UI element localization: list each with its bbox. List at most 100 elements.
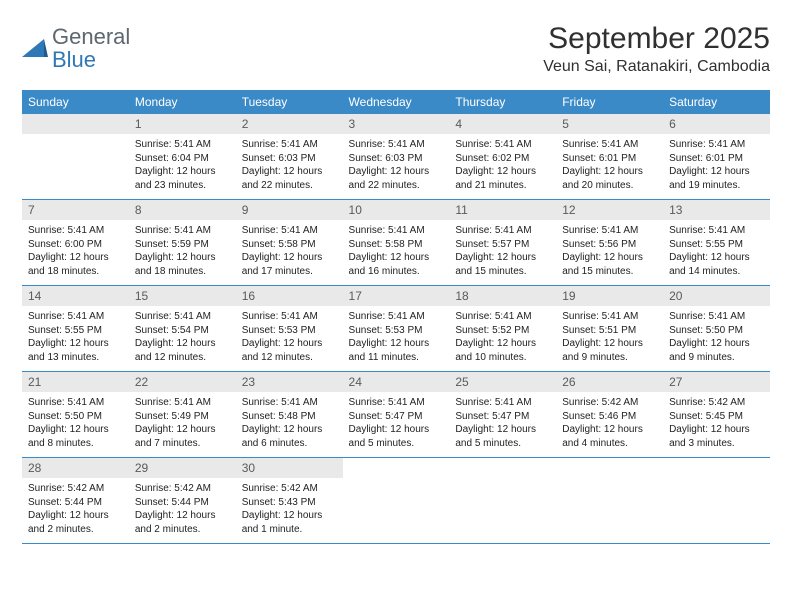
day-details: Sunrise: 5:42 AMSunset: 5:45 PMDaylight:… [663,392,770,454]
day-number: 5 [556,114,663,134]
month-title: September 2025 [543,22,770,56]
sunrise-line: Sunrise: 5:41 AM [242,138,337,152]
day-cell: 25Sunrise: 5:41 AMSunset: 5:47 PMDayligh… [449,372,556,458]
day-details: Sunrise: 5:41 AMSunset: 6:01 PMDaylight:… [556,134,663,196]
daylight-line: Daylight: 12 hours and 21 minutes. [455,165,550,192]
day-details: Sunrise: 5:41 AMSunset: 6:03 PMDaylight:… [343,134,450,196]
sunrise-line: Sunrise: 5:41 AM [135,396,230,410]
sunrise-line: Sunrise: 5:41 AM [455,224,550,238]
day-details: Sunrise: 5:41 AMSunset: 5:51 PMDaylight:… [556,306,663,368]
logo-word1: General [52,24,130,49]
day-details: Sunrise: 5:42 AMSunset: 5:43 PMDaylight:… [236,478,343,540]
day-details: Sunrise: 5:41 AMSunset: 5:59 PMDaylight:… [129,220,236,282]
sunrise-line: Sunrise: 5:41 AM [242,224,337,238]
daylight-line: Daylight: 12 hours and 11 minutes. [349,337,444,364]
daylight-line: Daylight: 12 hours and 9 minutes. [669,337,764,364]
sunrise-line: Sunrise: 5:42 AM [135,482,230,496]
day-cell: 6Sunrise: 5:41 AMSunset: 6:01 PMDaylight… [663,114,770,200]
sunset-line: Sunset: 6:01 PM [562,152,657,166]
empty-cell [22,114,129,200]
day-details: Sunrise: 5:41 AMSunset: 5:53 PMDaylight:… [343,306,450,368]
sunset-line: Sunset: 5:51 PM [562,324,657,338]
day-details: Sunrise: 5:41 AMSunset: 5:57 PMDaylight:… [449,220,556,282]
day-cell: 1Sunrise: 5:41 AMSunset: 6:04 PMDaylight… [129,114,236,200]
sunrise-line: Sunrise: 5:41 AM [28,224,123,238]
daylight-line: Daylight: 12 hours and 5 minutes. [455,423,550,450]
daylight-line: Daylight: 12 hours and 9 minutes. [562,337,657,364]
day-number: 22 [129,372,236,392]
day-cell: 24Sunrise: 5:41 AMSunset: 5:47 PMDayligh… [343,372,450,458]
day-number: 2 [236,114,343,134]
empty-cell [556,458,663,544]
day-cell: 16Sunrise: 5:41 AMSunset: 5:53 PMDayligh… [236,286,343,372]
daylight-line: Daylight: 12 hours and 13 minutes. [28,337,123,364]
day-details: Sunrise: 5:41 AMSunset: 5:47 PMDaylight:… [449,392,556,454]
sunset-line: Sunset: 5:52 PM [455,324,550,338]
daylight-line: Daylight: 12 hours and 1 minute. [242,509,337,536]
day-details: Sunrise: 5:41 AMSunset: 5:48 PMDaylight:… [236,392,343,454]
sunrise-line: Sunrise: 5:41 AM [135,310,230,324]
day-number: 7 [22,200,129,220]
week-row: 7Sunrise: 5:41 AMSunset: 6:00 PMDaylight… [22,200,770,286]
day-header: Wednesday [343,91,450,114]
day-cell: 17Sunrise: 5:41 AMSunset: 5:53 PMDayligh… [343,286,450,372]
sunrise-line: Sunrise: 5:41 AM [669,224,764,238]
sunset-line: Sunset: 5:56 PM [562,238,657,252]
sunset-line: Sunset: 5:47 PM [455,410,550,424]
sunrise-line: Sunrise: 5:41 AM [28,396,123,410]
day-number: 15 [129,286,236,306]
sunset-line: Sunset: 6:04 PM [135,152,230,166]
week-row: 21Sunrise: 5:41 AMSunset: 5:50 PMDayligh… [22,372,770,458]
day-cell: 23Sunrise: 5:41 AMSunset: 5:48 PMDayligh… [236,372,343,458]
empty-cell [449,458,556,544]
day-details: Sunrise: 5:42 AMSunset: 5:46 PMDaylight:… [556,392,663,454]
day-number: 8 [129,200,236,220]
day-cell: 3Sunrise: 5:41 AMSunset: 6:03 PMDaylight… [343,114,450,200]
sunset-line: Sunset: 5:49 PM [135,410,230,424]
day-header: Monday [129,91,236,114]
day-details: Sunrise: 5:41 AMSunset: 6:01 PMDaylight:… [663,134,770,196]
day-cell: 8Sunrise: 5:41 AMSunset: 5:59 PMDaylight… [129,200,236,286]
day-number: 12 [556,200,663,220]
sunset-line: Sunset: 5:55 PM [28,324,123,338]
day-cell: 10Sunrise: 5:41 AMSunset: 5:58 PMDayligh… [343,200,450,286]
logo-text: General Blue [52,26,130,72]
daylight-line: Daylight: 12 hours and 7 minutes. [135,423,230,450]
day-number: 25 [449,372,556,392]
sunset-line: Sunset: 5:44 PM [28,496,123,510]
day-cell: 28Sunrise: 5:42 AMSunset: 5:44 PMDayligh… [22,458,129,544]
day-header: Sunday [22,91,129,114]
sunset-line: Sunset: 5:43 PM [242,496,337,510]
daylight-line: Daylight: 12 hours and 8 minutes. [28,423,123,450]
day-number-empty [22,114,129,134]
day-number: 27 [663,372,770,392]
day-number: 30 [236,458,343,478]
sunset-line: Sunset: 5:53 PM [349,324,444,338]
sunrise-line: Sunrise: 5:42 AM [28,482,123,496]
day-number: 1 [129,114,236,134]
sunrise-line: Sunrise: 5:41 AM [349,396,444,410]
logo: General Blue [22,18,130,72]
day-details: Sunrise: 5:41 AMSunset: 6:04 PMDaylight:… [129,134,236,196]
week-row: 1Sunrise: 5:41 AMSunset: 6:04 PMDaylight… [22,114,770,200]
day-details: Sunrise: 5:41 AMSunset: 5:58 PMDaylight:… [236,220,343,282]
title-block: September 2025 Veun Sai, Ratanakiri, Cam… [543,18,770,84]
day-number: 26 [556,372,663,392]
sunset-line: Sunset: 6:00 PM [28,238,123,252]
daylight-line: Daylight: 12 hours and 6 minutes. [242,423,337,450]
daylight-line: Daylight: 12 hours and 22 minutes. [349,165,444,192]
sunset-line: Sunset: 5:44 PM [135,496,230,510]
sunset-line: Sunset: 6:03 PM [349,152,444,166]
daylight-line: Daylight: 12 hours and 10 minutes. [455,337,550,364]
day-number: 28 [22,458,129,478]
daylight-line: Daylight: 12 hours and 15 minutes. [562,251,657,278]
daylight-line: Daylight: 12 hours and 5 minutes. [349,423,444,450]
sunset-line: Sunset: 6:02 PM [455,152,550,166]
day-cell: 15Sunrise: 5:41 AMSunset: 5:54 PMDayligh… [129,286,236,372]
day-number: 17 [343,286,450,306]
logo-word2: Blue [52,47,96,72]
empty-cell [663,458,770,544]
day-cell: 4Sunrise: 5:41 AMSunset: 6:02 PMDaylight… [449,114,556,200]
daylight-line: Daylight: 12 hours and 16 minutes. [349,251,444,278]
day-cell: 9Sunrise: 5:41 AMSunset: 5:58 PMDaylight… [236,200,343,286]
